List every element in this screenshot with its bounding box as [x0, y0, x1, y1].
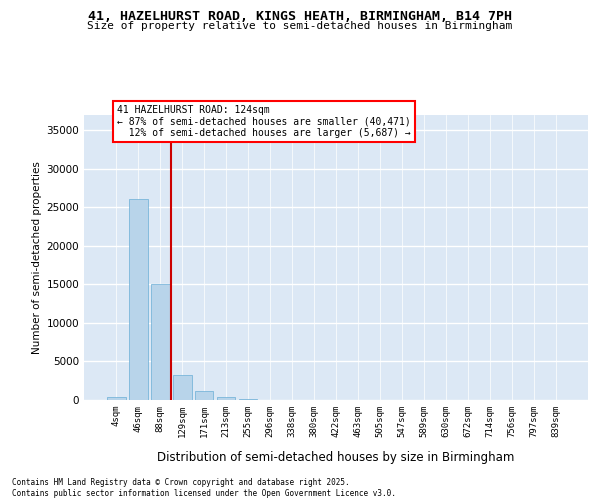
Bar — [195, 391, 214, 400]
X-axis label: Distribution of semi-detached houses by size in Birmingham: Distribution of semi-detached houses by … — [157, 451, 515, 464]
Text: Size of property relative to semi-detached houses in Birmingham: Size of property relative to semi-detach… — [88, 21, 512, 31]
Text: 41, HAZELHURST ROAD, KINGS HEATH, BIRMINGHAM, B14 7PH: 41, HAZELHURST ROAD, KINGS HEATH, BIRMIN… — [88, 10, 512, 23]
Text: 41 HAZELHURST ROAD: 124sqm
← 87% of semi-detached houses are smaller (40,471)
  : 41 HAZELHURST ROAD: 124sqm ← 87% of semi… — [117, 105, 411, 138]
Bar — [129, 199, 148, 400]
Bar — [217, 397, 235, 400]
Bar — [151, 284, 170, 400]
Text: Contains HM Land Registry data © Crown copyright and database right 2025.
Contai: Contains HM Land Registry data © Crown c… — [12, 478, 396, 498]
Bar — [239, 399, 257, 400]
Y-axis label: Number of semi-detached properties: Number of semi-detached properties — [32, 161, 42, 354]
Bar — [107, 398, 125, 400]
Bar — [173, 376, 191, 400]
